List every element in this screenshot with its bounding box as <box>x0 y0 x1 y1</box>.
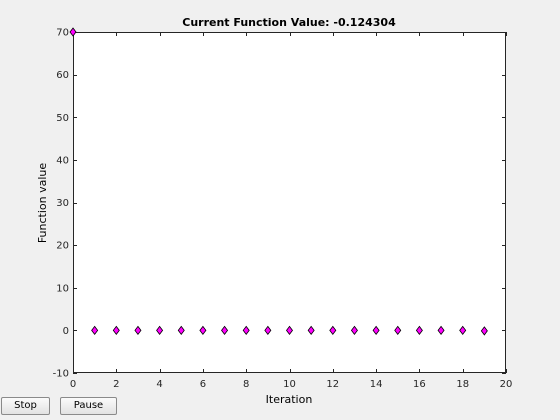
y-tick-label: 0 <box>63 326 69 337</box>
data-point <box>286 325 293 336</box>
x-tick-label: 8 <box>243 379 249 390</box>
x-tick-label: 10 <box>283 379 296 390</box>
data-point <box>112 325 120 336</box>
x-tick-label: 4 <box>156 379 162 390</box>
y-tick-label: 10 <box>56 283 69 294</box>
data-point <box>394 325 402 336</box>
data-point <box>415 325 423 336</box>
data-point <box>307 325 315 336</box>
data-point <box>372 325 380 336</box>
plot-frame <box>73 32 506 373</box>
y-axis-label: Function value <box>36 163 49 244</box>
x-tick-label: 12 <box>326 379 339 390</box>
x-tick-label: 0 <box>70 379 76 390</box>
y-tick-label: 70 <box>56 28 69 39</box>
plot-background <box>73 32 506 373</box>
data-point <box>199 325 207 336</box>
data-point <box>134 325 142 336</box>
y-tick-label: 20 <box>56 241 69 252</box>
data-point <box>437 325 445 336</box>
x-tick-label: 2 <box>113 379 119 390</box>
pause-button[interactable]: Pause <box>60 397 117 415</box>
x-axis-label: Iteration <box>266 393 313 406</box>
data-point <box>156 325 164 336</box>
y-tick-label: -10 <box>53 369 69 380</box>
x-tick-label: 14 <box>370 379 383 390</box>
y-tick-label: 50 <box>56 113 69 124</box>
chart-title: Current Function Value: -0.124304 <box>182 16 396 29</box>
data-point <box>177 325 185 336</box>
x-tick-label: 20 <box>500 379 513 390</box>
stop-button[interactable]: Stop <box>1 397 50 415</box>
x-tick-label: 6 <box>200 379 206 390</box>
data-point <box>480 326 488 336</box>
data-point <box>91 325 99 336</box>
data-point <box>459 325 467 336</box>
data-markers <box>69 27 488 336</box>
y-tick-label: 60 <box>56 70 69 81</box>
y-tick-label: 30 <box>56 198 69 209</box>
data-point <box>329 325 337 336</box>
x-tick-label: 18 <box>456 379 469 390</box>
data-point <box>221 325 229 336</box>
data-point <box>264 325 272 336</box>
data-point <box>69 27 77 37</box>
data-point <box>350 325 358 336</box>
y-tick-label: 40 <box>56 155 69 166</box>
data-point <box>242 325 250 336</box>
x-tick-label: 16 <box>413 379 426 390</box>
